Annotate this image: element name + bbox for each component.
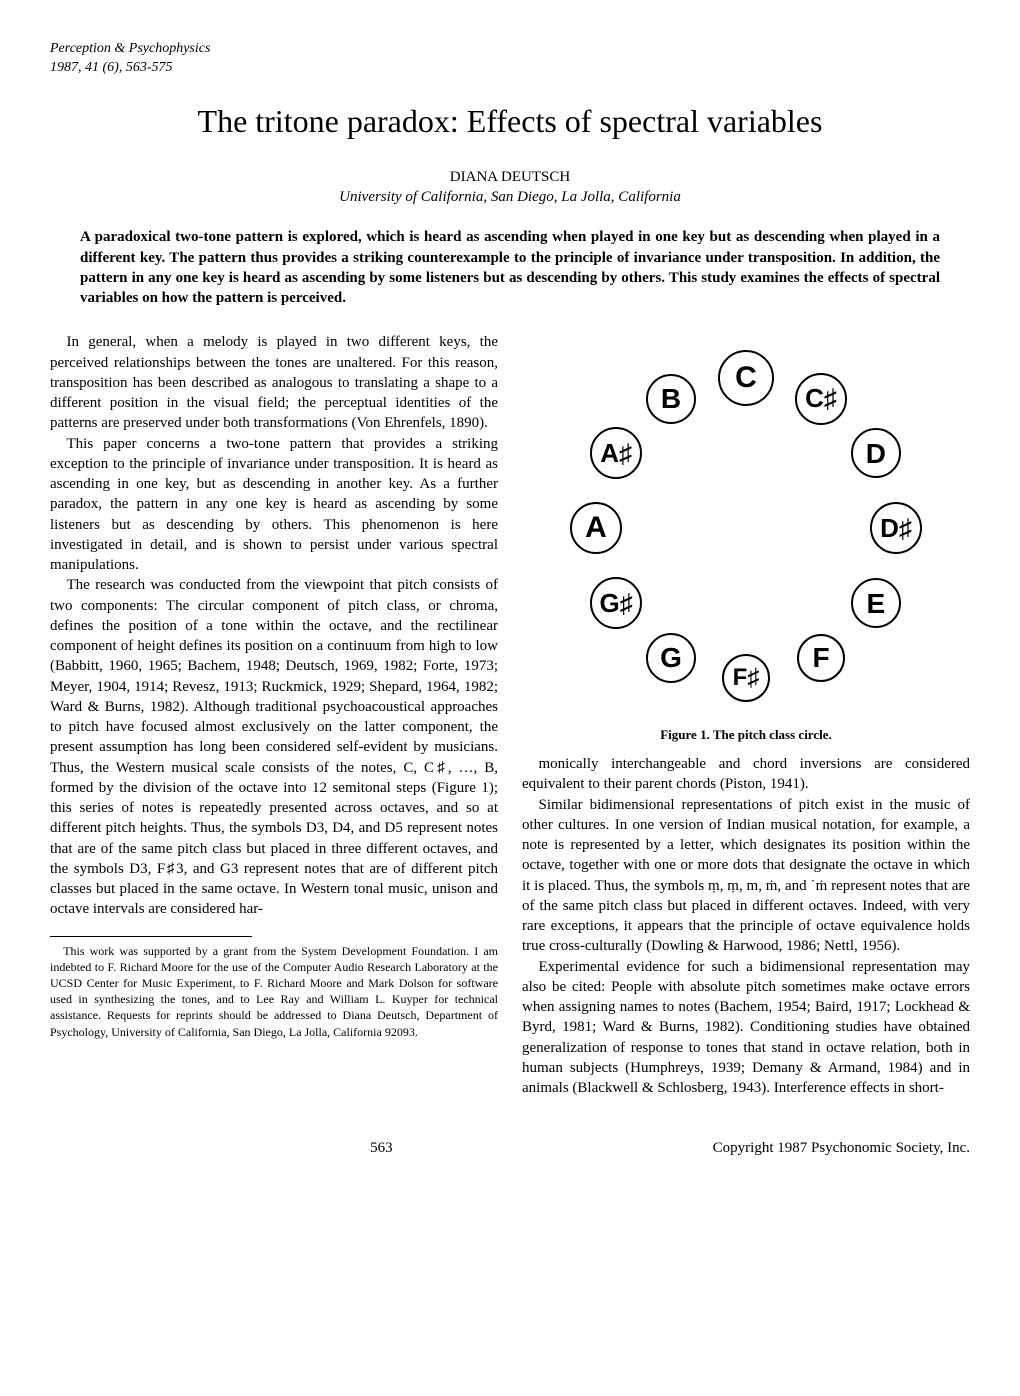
two-column-body: In general, when a melody is played in t…	[50, 332, 970, 1098]
body-paragraph: Similar bidimensional representations of…	[522, 795, 970, 957]
body-paragraph: This paper concerns a two-tone pattern t…	[50, 434, 498, 576]
pitch-class-circle: C C♯D D♯ EF F♯ GG♯ A A♯B	[556, 338, 936, 718]
pitch-node: C♯	[795, 373, 847, 425]
body-paragraph: monically interchangeable and chord inve…	[522, 754, 970, 795]
footnote: This work was supported by a grant from …	[50, 943, 498, 1040]
pitch-node: E	[851, 578, 901, 628]
pitch-node: F	[797, 634, 845, 682]
page-footer: 563 Copyright 1987 Psychonomic Society, …	[50, 1138, 970, 1158]
affiliation: University of California, San Diego, La …	[50, 187, 970, 207]
figure-caption: Figure 1. The pitch class circle.	[522, 726, 970, 744]
pitch-node: D♯	[870, 502, 922, 554]
pitch-node: D	[851, 428, 901, 478]
pitch-node: A♯	[590, 427, 642, 479]
footnote-rule	[50, 936, 252, 937]
body-paragraph: The research was conducted from the view…	[50, 575, 498, 919]
body-paragraph: In general, when a melody is played in t…	[50, 332, 498, 433]
pitch-node: B	[646, 374, 696, 424]
journal-line-1: Perception & Psychophysics	[50, 40, 970, 59]
pitch-node: C	[718, 350, 774, 406]
left-column: In general, when a melody is played in t…	[50, 332, 498, 1098]
abstract: A paradoxical two-tone pattern is explor…	[80, 227, 940, 308]
page-number: 563	[370, 1138, 393, 1158]
journal-line-2: 1987, 41 (6), 563-575	[50, 59, 970, 78]
right-column: C C♯D D♯ EF F♯ GG♯ A A♯B Figure 1. The pitch cl…	[522, 332, 970, 1098]
paper-title: The tritone paradox: Effects of spectral…	[50, 100, 970, 143]
copyright-line: Copyright 1987 Psychonomic Society, Inc.	[713, 1138, 970, 1158]
pitch-node: F♯	[722, 654, 770, 702]
figure-1: C C♯D D♯ EF F♯ GG♯ A A♯B Figure 1. The pitch cl…	[522, 338, 970, 744]
pitch-node: G	[646, 633, 696, 683]
pitch-node: A	[570, 502, 622, 554]
author-name: DIANA DEUTSCH	[50, 167, 970, 187]
pitch-node: G♯	[590, 577, 642, 629]
body-paragraph: Experimental evidence for such a bidimen…	[522, 957, 970, 1099]
